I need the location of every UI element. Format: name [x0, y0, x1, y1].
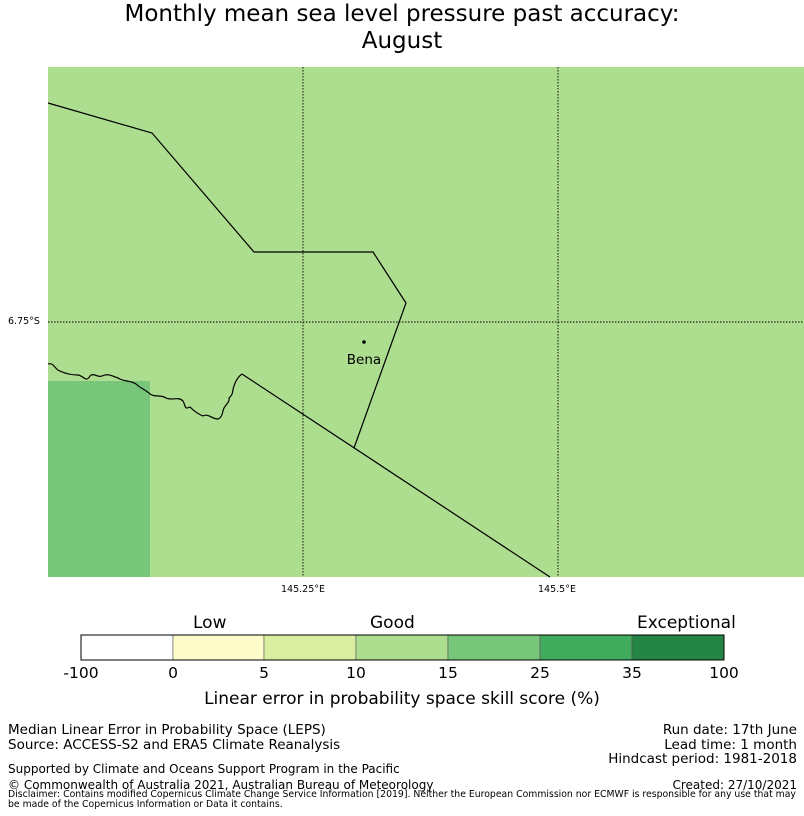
category-good: Good — [370, 613, 415, 633]
colorbar-tick: 35 — [622, 664, 642, 682]
footer-copyright: © Commonwealth of Australia 2021, Austra… — [8, 778, 434, 792]
colorbar-segment-6 — [539, 634, 633, 661]
colorbar-tick: -100 — [63, 664, 99, 682]
colorbar-segment-1 — [80, 634, 174, 661]
town-marker — [362, 340, 366, 344]
colorbar-segment-7 — [631, 634, 725, 661]
colorbar-outline — [80, 634, 725, 661]
colorbar-tick: 10 — [346, 664, 366, 682]
colorbar-tick: 15 — [438, 664, 458, 682]
colorbar-segment-5 — [447, 634, 541, 661]
colorbar-segment-4 — [355, 634, 449, 661]
skill-cell-higher — [48, 381, 150, 577]
colorbar-segment-3 — [263, 634, 357, 661]
category-exceptional: Exceptional — [637, 613, 736, 633]
lon-tick-145.25: 145.25°E — [281, 584, 325, 595]
colorbar-tick: 0 — [168, 664, 178, 682]
chart-title-line-1: Monthly mean sea level pressure past acc… — [124, 1, 680, 27]
colorbar-tick: 25 — [530, 664, 550, 682]
footer-disclaimer: Disclaimer: Contains modified Copernicus… — [8, 789, 796, 810]
colorbar — [80, 634, 725, 661]
footer-run-date: Run date: 17th June — [662, 722, 797, 738]
colorbar-tick: 100 — [709, 664, 739, 682]
river — [47, 363, 243, 420]
lon-tick-145.5: 145.5°E — [538, 584, 576, 595]
footer-method: Median Linear Error in Probability Space… — [8, 722, 326, 738]
province-boundary-south — [241, 373, 551, 578]
lat-tick-6.75: 6.75°S — [8, 316, 40, 327]
town-label: Bena — [347, 352, 381, 368]
colorbar-segment-2 — [172, 634, 265, 661]
colorbar-label: Linear error in probability space skill … — [204, 689, 600, 709]
footer-lead-time: Lead time: 1 month — [664, 737, 797, 753]
footer-created: Created: 27/10/2021 — [672, 778, 797, 792]
footer-source: Source: ACCESS-S2 and ERA5 Climate Reana… — [8, 737, 341, 753]
category-low: Low — [193, 613, 227, 633]
chart-title-line-2: August — [361, 28, 443, 54]
colorbar-tick: 5 — [259, 664, 269, 682]
province-boundary — [47, 102, 407, 449]
footer-hindcast: Hindcast period: 1981-2018 — [608, 751, 797, 767]
footer-support: Supported by Climate and Oceans Support … — [8, 762, 400, 776]
